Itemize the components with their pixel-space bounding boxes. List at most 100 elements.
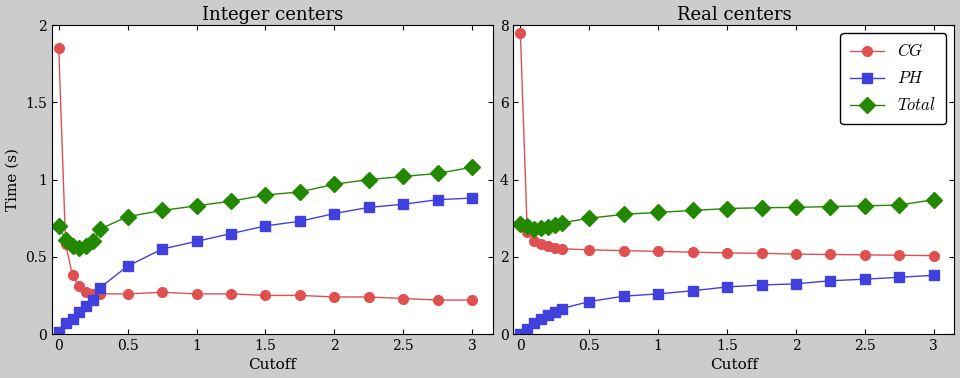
Line: $\mathit{PH}$: $\mathit{PH}$ [516, 271, 939, 339]
$\mathit{Total}$ [432, 171, 444, 176]
$\mathit{PH}$ [294, 219, 305, 223]
$\mathit{Total}$ [528, 227, 540, 231]
$\mathit{Total}$ [191, 204, 203, 208]
$\mathit{PH}$ [521, 327, 533, 331]
Line: $\mathit{Total}$: $\mathit{Total}$ [515, 194, 939, 235]
$\mathit{Total}$ [542, 225, 554, 229]
$\mathit{Total}$ [653, 210, 664, 215]
$\mathit{PH}$ [259, 224, 271, 228]
$\mathit{PH}$ [686, 288, 698, 293]
$\mathit{Total}$ [790, 205, 802, 210]
$\mathit{Total}$ [825, 204, 836, 209]
$\mathit{CG}$ [122, 291, 133, 296]
$\mathit{PH}$ [467, 196, 478, 200]
$\mathit{Total}$ [87, 239, 99, 243]
$\mathit{Total}$ [515, 222, 526, 226]
X-axis label: Cutoff: Cutoff [249, 358, 297, 372]
$\mathit{Total}$ [894, 203, 905, 207]
Line: $\mathit{CG}$: $\mathit{CG}$ [54, 43, 477, 305]
$\mathit{CG}$ [825, 252, 836, 257]
$\mathit{Total}$ [618, 212, 630, 217]
$\mathit{Total}$ [328, 182, 340, 186]
$\mathit{PH}$ [397, 202, 409, 206]
$\mathit{CG}$ [226, 291, 237, 296]
$\mathit{CG}$ [94, 291, 106, 296]
$\mathit{CG}$ [686, 250, 698, 254]
$\mathit{PH}$ [549, 309, 561, 314]
$\mathit{Total}$ [928, 197, 940, 202]
$\mathit{CG}$ [756, 251, 767, 256]
$\mathit{PH}$ [432, 197, 444, 202]
$\mathit{Total}$ [756, 206, 767, 210]
$\mathit{PH}$ [790, 282, 802, 286]
$\mathit{Total}$ [259, 193, 271, 197]
$\mathit{Total}$ [226, 199, 237, 203]
$\mathit{PH}$ [60, 321, 71, 325]
Line: $\mathit{PH}$: $\mathit{PH}$ [54, 193, 477, 337]
$\mathit{PH}$ [122, 264, 133, 268]
$\mathit{CG}$ [928, 253, 940, 258]
$\mathit{Total}$ [556, 220, 567, 225]
$\mathit{PH}$ [156, 247, 168, 251]
$\mathit{PH}$ [721, 285, 732, 289]
$\mathit{CG}$ [536, 242, 547, 246]
$\mathit{CG}$ [528, 238, 540, 243]
$\mathit{PH}$ [859, 277, 871, 282]
$\mathit{CG}$ [859, 253, 871, 257]
$\mathit{CG}$ [584, 248, 595, 252]
$\mathit{PH}$ [328, 211, 340, 216]
$\mathit{PH}$ [515, 332, 526, 336]
$\mathit{CG}$ [397, 296, 409, 301]
$\mathit{PH}$ [542, 313, 554, 317]
$\mathit{CG}$ [618, 248, 630, 253]
$\mathit{PH}$ [536, 316, 547, 321]
$\mathit{PH}$ [653, 291, 664, 296]
$\mathit{CG}$ [542, 244, 554, 248]
$\mathit{CG}$ [790, 252, 802, 256]
$\mathit{Total}$ [67, 244, 79, 248]
$\mathit{CG}$ [87, 291, 99, 296]
$\mathit{Total}$ [859, 204, 871, 208]
$\mathit{CG}$ [60, 242, 71, 247]
$\mathit{Total}$ [363, 177, 374, 182]
$\mathit{Total}$ [294, 190, 305, 194]
$\mathit{Total}$ [53, 224, 64, 228]
$\mathit{CG}$ [467, 298, 478, 302]
$\mathit{Total}$ [536, 226, 547, 230]
$\mathit{PH}$ [191, 239, 203, 243]
$\mathit{Total}$ [549, 223, 561, 228]
$\mathit{PH}$ [94, 285, 106, 290]
$\mathit{Total}$ [94, 227, 106, 231]
$\mathit{PH}$ [226, 231, 237, 236]
$\mathit{PH}$ [556, 306, 567, 311]
$\mathit{Total}$ [74, 245, 85, 250]
$\mathit{CG}$ [363, 295, 374, 299]
$\mathit{CG}$ [515, 31, 526, 35]
$\mathit{CG}$ [259, 293, 271, 298]
Line: $\mathit{CG}$: $\mathit{CG}$ [516, 28, 939, 260]
$\mathit{CG}$ [191, 291, 203, 296]
$\mathit{CG}$ [81, 290, 92, 294]
$\mathit{CG}$ [67, 273, 79, 277]
$\mathit{Total}$ [584, 216, 595, 220]
$\mathit{PH}$ [618, 294, 630, 299]
Title: Integer centers: Integer centers [202, 6, 343, 23]
$\mathit{PH}$ [894, 275, 905, 280]
$\mathit{PH}$ [528, 321, 540, 325]
$\mathit{PH}$ [363, 205, 374, 210]
$\mathit{Total}$ [156, 208, 168, 213]
$\mathit{Total}$ [122, 214, 133, 219]
$\mathit{Total}$ [60, 237, 71, 242]
$\mathit{PH}$ [67, 316, 79, 321]
$\mathit{PH}$ [928, 273, 940, 277]
$\mathit{PH}$ [53, 330, 64, 335]
$\mathit{Total}$ [521, 224, 533, 228]
Line: $\mathit{Total}$: $\mathit{Total}$ [53, 162, 478, 253]
Y-axis label: Time (s): Time (s) [6, 148, 19, 211]
$\mathit{CG}$ [556, 246, 567, 251]
$\mathit{CG}$ [294, 293, 305, 298]
$\mathit{CG}$ [549, 245, 561, 250]
$\mathit{Total}$ [721, 206, 732, 211]
$\mathit{CG}$ [74, 284, 85, 288]
Title: Real centers: Real centers [677, 6, 791, 23]
